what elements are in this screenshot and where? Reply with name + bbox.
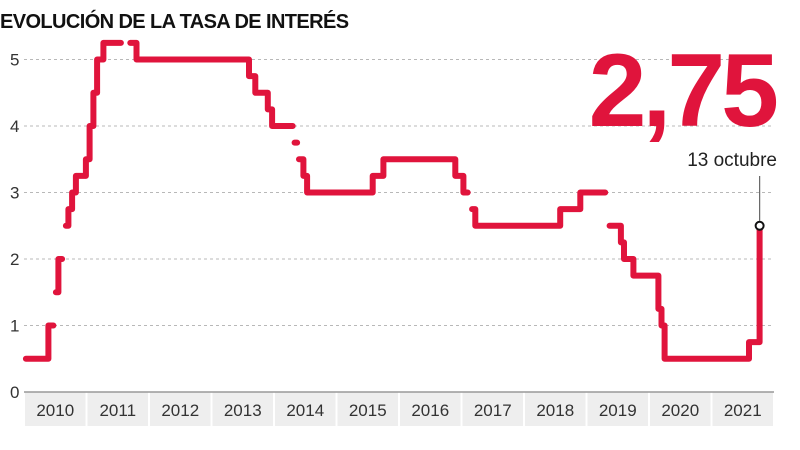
- gridlines: [24, 59, 774, 393]
- x-tick-label: 2018: [536, 401, 574, 420]
- chart-title: EVOLUCIÓN DE LA TASA DE INTERÉS: [0, 9, 349, 33]
- rate-line-segment: [62, 39, 124, 229]
- rate-line-segment: [606, 222, 763, 362]
- current-rate-marker: [754, 220, 765, 231]
- x-tick-label: 2016: [411, 401, 449, 420]
- x-tick-label: 2010: [36, 401, 74, 420]
- x-tick-label: 2017: [474, 401, 512, 420]
- x-tick-label: 2012: [161, 401, 199, 420]
- y-tick-label: 4: [10, 117, 19, 136]
- rate-series: [22, 39, 763, 362]
- annotation-date: 13 octubre: [687, 150, 777, 171]
- y-tick-label: 3: [10, 184, 19, 203]
- y-tick-label: 0: [10, 383, 19, 402]
- x-tick-label: 2015: [349, 401, 387, 420]
- rate-line-segment: [52, 256, 66, 296]
- rate-line-segment: [296, 156, 471, 196]
- x-tick-label: 2019: [599, 401, 637, 420]
- x-tick-label: 2014: [286, 401, 324, 420]
- y-tick-label: 5: [10, 51, 19, 70]
- y-axis-tick-labels: 0 1 2 3 4 5: [10, 51, 19, 403]
- rate-line-segment: [127, 39, 296, 129]
- current-rate-value: 2,75: [589, 33, 777, 149]
- x-axis-tick-labels: 2010 2011 2012 2013 2014 2015 2016 2017 2018 2019…: [36, 401, 761, 420]
- y-tick-label: 2: [10, 250, 19, 269]
- x-tick-label: 2020: [661, 401, 699, 420]
- x-tick-label: 2013: [224, 401, 262, 420]
- x-tick-label: 2011: [99, 401, 136, 420]
- rate-line-segment: [22, 322, 57, 362]
- x-tick-label: 2021: [724, 401, 762, 420]
- rate-line-segment: [469, 189, 609, 229]
- x-axis-year-bands: [23, 392, 775, 426]
- y-tick-label: 1: [10, 317, 19, 336]
